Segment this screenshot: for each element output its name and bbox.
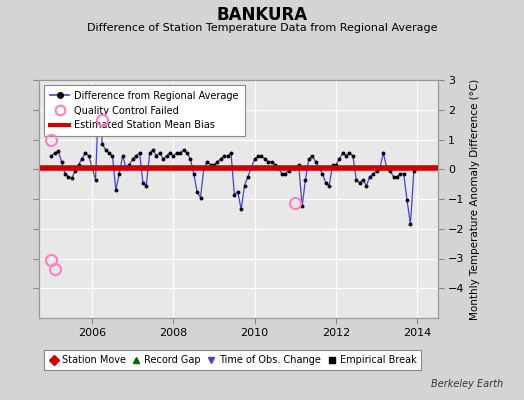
Y-axis label: Monthly Temperature Anomaly Difference (°C): Monthly Temperature Anomaly Difference (… (470, 78, 480, 320)
Text: BANKURA: BANKURA (216, 6, 308, 24)
Text: Difference of Station Temperature Data from Regional Average: Difference of Station Temperature Data f… (87, 23, 437, 33)
Text: Berkeley Earth: Berkeley Earth (431, 379, 503, 389)
Legend: Station Move, Record Gap, Time of Obs. Change, Empirical Break: Station Move, Record Gap, Time of Obs. C… (44, 350, 421, 370)
